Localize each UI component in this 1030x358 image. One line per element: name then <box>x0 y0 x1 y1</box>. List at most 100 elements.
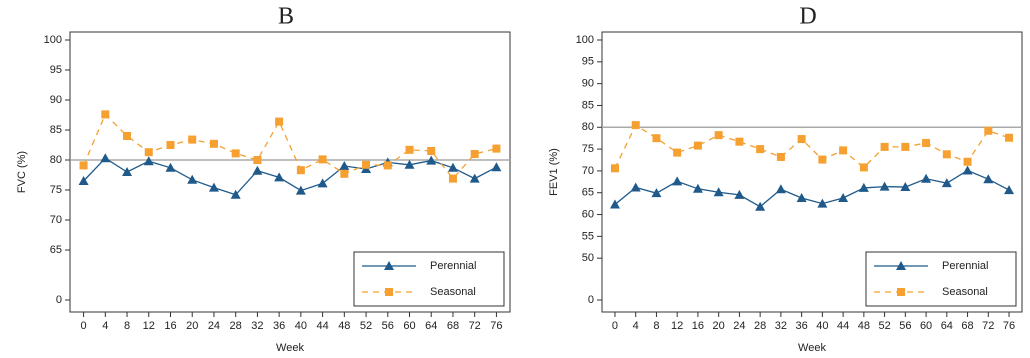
x-axis-label: Week <box>798 342 826 354</box>
legend-marker <box>385 288 393 296</box>
marker <box>469 173 480 183</box>
y-tick-label: 55 <box>582 230 594 242</box>
y-tick-label: 85 <box>50 124 62 136</box>
marker <box>405 145 414 154</box>
x-tick-label: 48 <box>338 320 350 332</box>
marker <box>275 117 284 126</box>
x-tick-label: 68 <box>961 320 973 332</box>
x-tick-label: 0 <box>612 320 618 332</box>
plot-frame <box>69 31 511 313</box>
legend-marker <box>384 261 394 270</box>
marker <box>427 147 436 155</box>
x-tick-label: 52 <box>360 320 372 332</box>
marker <box>651 188 662 198</box>
marker <box>447 162 458 172</box>
x-tick-label: 56 <box>382 320 394 332</box>
y-tick-label: 90 <box>582 78 594 90</box>
marker <box>983 174 994 184</box>
marker <box>339 161 350 170</box>
y-tick-label: 0 <box>56 294 62 306</box>
y-tick-label: 100 <box>576 34 594 46</box>
marker <box>296 166 305 175</box>
series <box>79 110 501 183</box>
y-tick-label: 70 <box>50 214 62 226</box>
marker <box>317 178 328 188</box>
marker <box>922 138 931 147</box>
y-tick-label: 95 <box>582 56 594 68</box>
marker <box>941 178 952 188</box>
marker <box>295 185 306 195</box>
marker <box>963 157 972 166</box>
x-tick-label: 16 <box>692 320 704 332</box>
y-tick-label: 85 <box>582 99 594 111</box>
x-tick-label: 72 <box>982 320 994 332</box>
marker <box>797 135 806 144</box>
marker <box>318 155 327 164</box>
marker <box>448 174 457 183</box>
marker <box>714 131 723 140</box>
marker <box>735 137 744 146</box>
marker <box>880 142 889 151</box>
x-tick-label: 56 <box>899 320 911 332</box>
marker <box>383 161 392 170</box>
marker <box>673 148 682 157</box>
x-tick-label: 76 <box>490 320 502 332</box>
marker <box>78 176 89 185</box>
x-tick-label: 40 <box>816 320 828 332</box>
x-tick-label: 16 <box>164 320 176 332</box>
x-tick-label: 44 <box>316 320 328 332</box>
x-tick-label: 20 <box>713 320 725 332</box>
x-tick-label: 24 <box>733 320 745 332</box>
marker <box>672 176 683 186</box>
x-tick-label: 52 <box>878 320 890 332</box>
marker <box>610 164 619 173</box>
chart-title: B <box>278 4 294 30</box>
legend-marker <box>897 288 905 296</box>
marker <box>209 139 218 148</box>
x-tick-label: 60 <box>920 320 932 332</box>
legend-label: Seasonal <box>942 286 988 298</box>
marker <box>796 192 807 202</box>
x-tick-label: 12 <box>143 320 155 332</box>
marker <box>734 189 745 199</box>
marker <box>901 142 910 151</box>
marker <box>838 192 849 202</box>
marker <box>253 156 262 164</box>
x-tick-label: 48 <box>858 320 870 332</box>
y-tick-label: 95 <box>50 64 62 76</box>
x-tick-label: 44 <box>837 320 849 332</box>
marker <box>79 161 88 170</box>
legend-marker <box>896 261 906 270</box>
marker <box>900 182 911 192</box>
y-tick-label: 100 <box>44 34 62 46</box>
x-tick-label: 24 <box>208 320 220 332</box>
marker <box>1004 185 1015 195</box>
marker <box>775 184 786 194</box>
x-tick-label: 76 <box>1003 320 1015 332</box>
marker <box>984 126 993 135</box>
x-tick-label: 32 <box>251 320 263 332</box>
marker <box>208 182 219 192</box>
x-axis-label: Week <box>276 342 304 354</box>
legend-label: Perennial <box>430 260 476 272</box>
marker <box>122 167 133 176</box>
marker <box>879 181 890 191</box>
marker <box>817 198 828 208</box>
marker <box>165 162 176 172</box>
x-tick-label: 4 <box>102 320 108 332</box>
legend-label: Perennial <box>942 260 988 272</box>
marker <box>166 141 175 149</box>
series-line <box>614 124 1010 169</box>
y-tick-label: 65 <box>582 187 594 199</box>
series-line <box>82 113 497 180</box>
y-tick-label: 75 <box>50 184 62 196</box>
marker <box>652 134 661 143</box>
marker <box>755 201 766 211</box>
x-tick-label: 28 <box>230 320 242 332</box>
marker <box>340 169 349 178</box>
y-tick-label: 70 <box>582 165 594 177</box>
marker <box>362 160 371 169</box>
legend-label: Seasonal <box>430 286 476 298</box>
